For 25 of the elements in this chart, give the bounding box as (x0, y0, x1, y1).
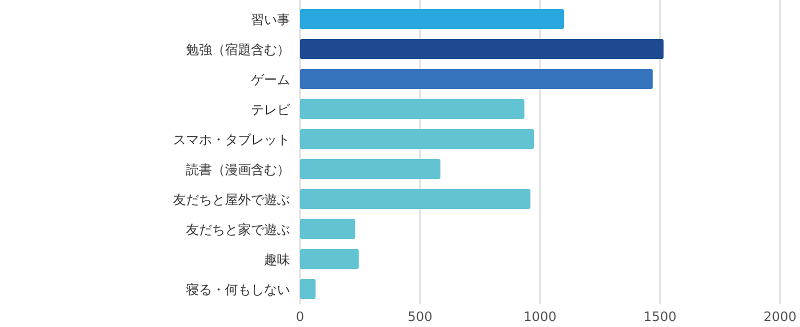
bar (300, 69, 653, 89)
x-tick-label: 2000 (763, 310, 797, 325)
y-tick-label: 友だちと家で遊ぶ (186, 222, 290, 238)
x-tick-label: 1000 (523, 310, 557, 325)
bar (300, 129, 534, 149)
bar (300, 189, 530, 209)
y-tick-label: 習い事 (251, 13, 290, 28)
bar (300, 99, 524, 119)
bar (300, 159, 440, 179)
bar (300, 39, 664, 59)
bar (300, 9, 564, 29)
bar (300, 249, 359, 269)
y-tick-label: 友だちと屋外で遊ぶ (173, 193, 290, 208)
x-tick-label: 0 (296, 310, 304, 325)
y-tick-label: 読書（漫画含む） (186, 163, 290, 178)
y-tick-label: 趣味 (264, 253, 290, 268)
y-tick-label: 勉強（宿題含む） (186, 42, 290, 58)
bar (300, 219, 356, 239)
y-tick-label: スマホ・タブレット (173, 133, 290, 148)
x-tick-label: 1500 (643, 310, 677, 325)
y-tick-label: 寝る・何もしない (186, 283, 290, 298)
y-tick-label: ゲーム (251, 73, 290, 88)
x-tick-label: 500 (408, 310, 432, 325)
bar (300, 279, 316, 299)
y-tick-label: テレビ (251, 103, 291, 118)
